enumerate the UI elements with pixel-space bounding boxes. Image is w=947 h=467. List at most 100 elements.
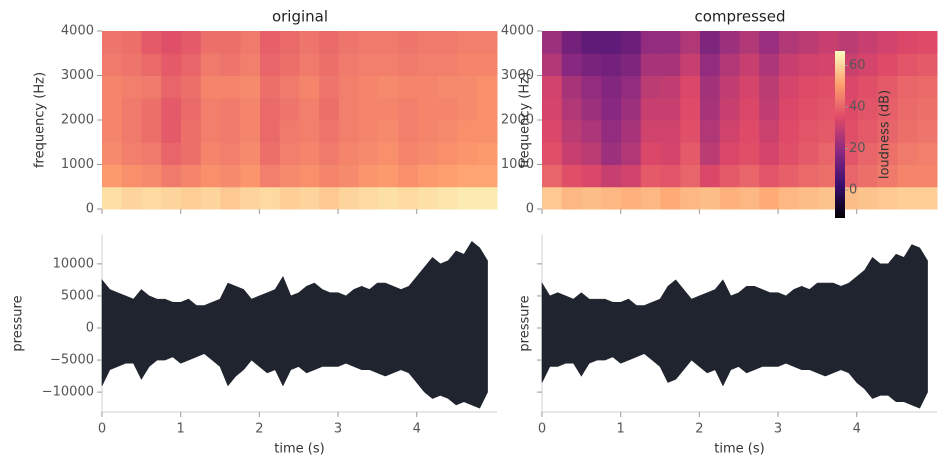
heatmap-cell [181,53,202,76]
heatmap-cell [457,31,478,54]
heatmap-cell [398,53,419,76]
heatmap-cell [897,186,918,210]
heatmap-cell [858,97,879,121]
heatmap-cell [759,31,780,54]
heatmap-cell [141,120,162,143]
heatmap-cell [161,53,182,76]
heatmap-cell [680,164,701,188]
heatmap-cell [299,186,320,210]
y-tick-label: 4000 [501,24,534,39]
heatmap-cell [102,97,123,121]
heatmap-cell [739,186,760,210]
heatmap-cell [161,75,182,99]
heatmap-cell [917,75,938,99]
heatmap-cell [240,186,261,210]
heatmap-cell [339,97,360,121]
heatmap-cell [601,186,622,210]
heatmap-cell [858,75,879,99]
heatmap-cell [542,186,563,210]
heatmap-cell [858,142,879,165]
heatmap-cell [660,164,681,188]
heatmap-cell [897,31,918,54]
heatmap-cell [398,142,419,165]
heatmap-cell [457,186,478,210]
y-tick-label: 0 [86,320,94,335]
heatmap-cell [161,31,182,54]
y-axis-label: frequency (Hz) [518,72,533,168]
heatmap-cell [739,31,760,54]
heatmap-cell [200,97,221,121]
heatmap-cell [339,142,360,165]
heatmap-cell [561,75,582,99]
heatmap-cell [877,164,898,188]
heatmap-cell [437,120,458,143]
heatmap-cell [621,53,642,76]
heatmap-cell [798,75,819,99]
heatmap-cell [398,31,419,54]
x-tick-label: 3 [774,422,782,437]
heatmap-cell [877,75,898,99]
heatmap-cell [339,31,360,54]
heatmap-cell [319,164,340,188]
heatmap-cell [621,97,642,121]
heatmap-cell [279,142,300,165]
heatmap-cell [260,120,281,143]
heatmap-cell [477,142,498,165]
heatmap-cell [640,164,661,188]
heatmap-cell [121,164,142,188]
heatmap-cell [418,164,439,188]
heatmap-cell [319,31,340,54]
heatmap-cell [181,31,202,54]
heatmap-cell [542,164,563,188]
colorbar [835,51,845,218]
heatmap-cell [102,186,123,210]
heatmap-cell [141,186,162,210]
heatmap-cell [739,120,760,143]
heatmap-cell [437,164,458,188]
heatmap-cell [739,53,760,76]
heatmap-cell [621,31,642,54]
y-tick-label: 10000 [53,256,94,271]
heatmap-cell [561,31,582,54]
heatmap-cell [561,53,582,76]
heatmap-cell [601,142,622,165]
heatmap-cell [260,164,281,188]
heatmap-cell [418,142,439,165]
heatmap-cell [358,97,379,121]
heatmap-cell [739,164,760,188]
heatmap-cell [181,142,202,165]
heatmap-cell [181,75,202,99]
heatmap-cell [437,31,458,54]
heatmap-cell [660,120,681,143]
heatmap-cell [759,53,780,76]
heatmap-cell [601,31,622,54]
heatmap-cell [200,75,221,99]
heatmap-cell [299,120,320,143]
heatmap-cell [358,164,379,188]
colorbar-label: loudness (dB) [878,90,893,179]
x-tick-label: 3 [334,422,342,437]
heatmap-cell [121,97,142,121]
x-tick-label: 0 [98,422,106,437]
heatmap-cell [102,142,123,165]
heatmap-cell [418,120,439,143]
heatmap-cell [640,142,661,165]
heatmap-cell [299,31,320,54]
heatmap-cell [542,31,563,54]
x-tick-label: 2 [695,422,703,437]
heatmap-cell [542,97,563,121]
heatmap-cell [279,186,300,210]
heatmap-cell [581,120,602,143]
heatmap-cell [240,120,261,143]
heatmap-cell [798,164,819,188]
heatmap-cell [759,97,780,121]
heatmap-cell [260,97,281,121]
heatmap-cell [240,164,261,188]
heatmap-cell [181,97,202,121]
heatmap-cell [279,53,300,76]
heatmap-cell [581,75,602,99]
heatmap-cell [299,142,320,165]
heatmap-cell [581,97,602,121]
heatmap-cell [917,142,938,165]
heatmap-cell [561,97,582,121]
